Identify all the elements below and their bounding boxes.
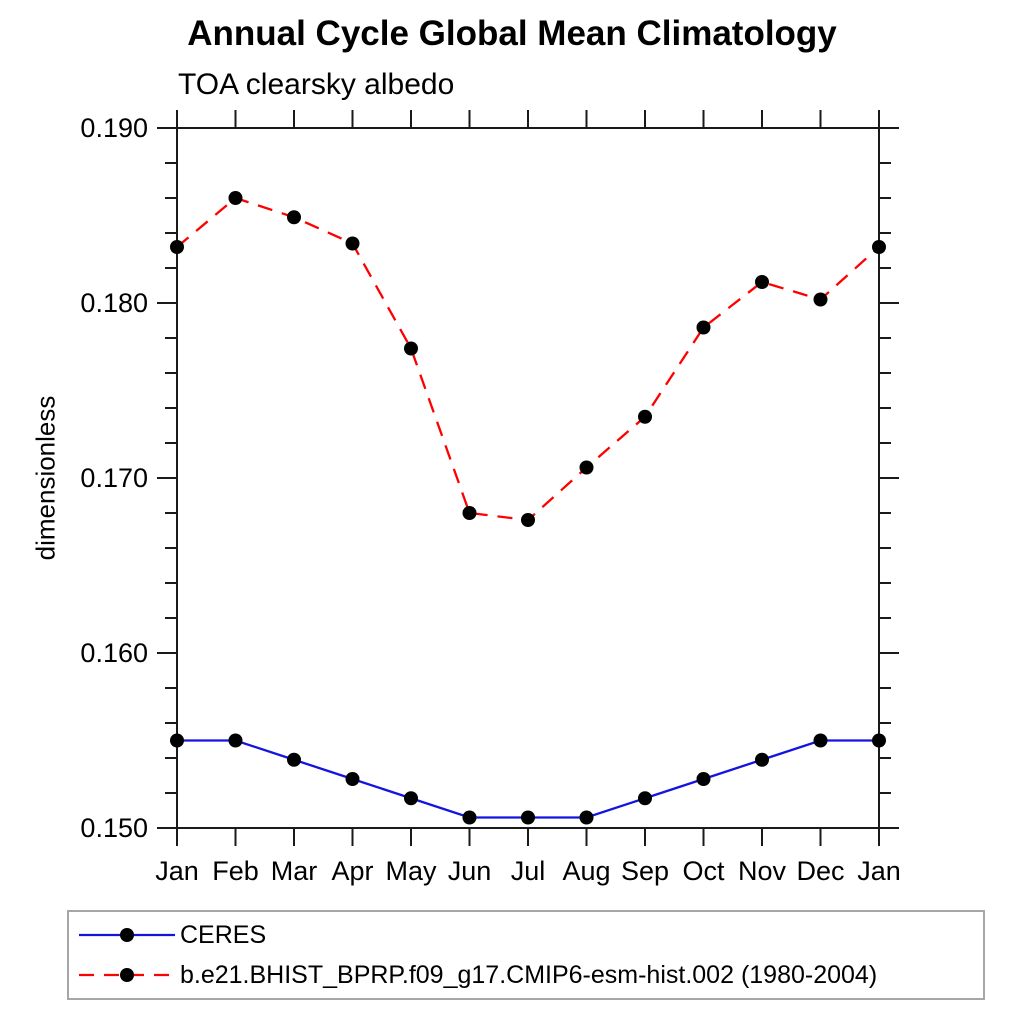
legend: CERES b.e21.BHIST_BPRP.f09_g17.CMIP6-esm… xyxy=(67,910,985,1000)
svg-text:Oct: Oct xyxy=(682,856,725,886)
svg-text:0.180: 0.180 xyxy=(80,288,148,318)
svg-text:0.160: 0.160 xyxy=(80,638,148,668)
legend-line-marker-icon xyxy=(79,928,175,942)
chart-subtitle: TOA clearsky albedo xyxy=(178,68,455,101)
svg-text:Mar: Mar xyxy=(271,856,318,886)
svg-text:0.170: 0.170 xyxy=(80,463,148,493)
svg-text:Aug: Aug xyxy=(562,856,610,886)
y-axis-ticks xyxy=(157,127,899,829)
legend-label-ceres: CERES xyxy=(180,920,267,949)
legend-item-model: b.e21.BHIST_BPRP.f09_g17.CMIP6-esm-hist.… xyxy=(77,956,983,994)
series-markers-0 xyxy=(170,733,886,825)
svg-text:Dec: Dec xyxy=(796,856,844,886)
legend-line-marker-icon xyxy=(79,968,175,982)
x-axis-ticks xyxy=(176,110,880,846)
series-markers-1 xyxy=(170,191,886,527)
legend-item-ceres: CERES xyxy=(77,916,983,954)
series-line-1 xyxy=(176,196,880,522)
legend-label-model: b.e21.BHIST_BPRP.f09_g17.CMIP6-esm-hist.… xyxy=(180,960,878,989)
svg-text:Feb: Feb xyxy=(212,856,259,886)
svg-text:Nov: Nov xyxy=(738,856,787,886)
svg-text:0.190: 0.190 xyxy=(80,113,148,143)
svg-text:May: May xyxy=(385,856,437,886)
series-line-0 xyxy=(177,739,879,819)
svg-text:Apr: Apr xyxy=(331,856,373,886)
y-tick-labels: 0.150 0.160 0.170 0.180 0.190 xyxy=(80,113,148,843)
svg-text:0.150: 0.150 xyxy=(80,813,148,843)
svg-text:Jun: Jun xyxy=(448,856,492,886)
svg-text:Jan: Jan xyxy=(155,856,199,886)
svg-text:Jul: Jul xyxy=(511,856,546,886)
chart-title: Annual Cycle Global Mean Climatology xyxy=(187,14,837,53)
plot-frame xyxy=(176,127,880,829)
svg-text:Jan: Jan xyxy=(857,856,901,886)
x-tick-labels: Jan Feb Mar Apr May Jun Jul Aug Sep Oct Nov Dec Jan xyxy=(155,856,901,886)
svg-text:Sep: Sep xyxy=(621,856,669,886)
